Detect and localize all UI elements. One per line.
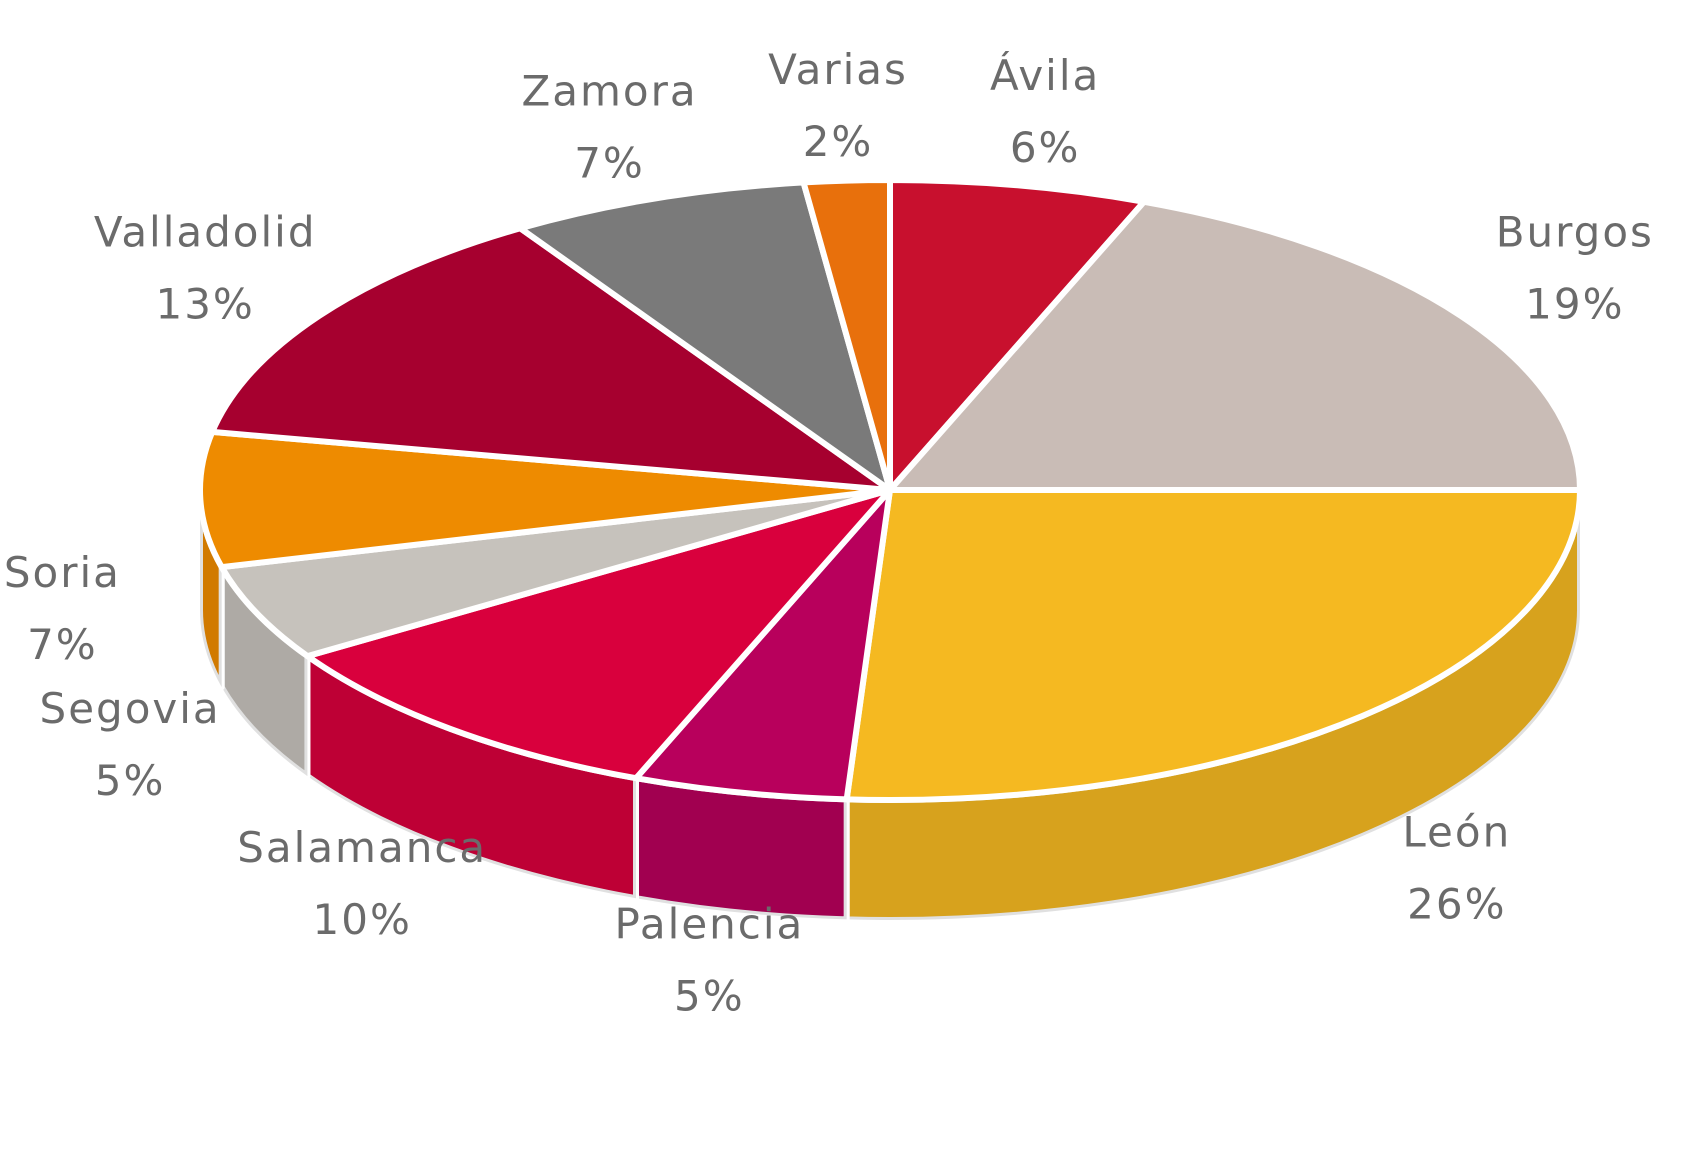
- slice: [800, 176, 893, 493]
- slice-value: 6%: [1010, 123, 1081, 172]
- slice-tops: [197, 176, 1583, 804]
- slice-value: 10%: [313, 895, 412, 944]
- slice-value: 7%: [574, 138, 645, 187]
- slice: [887, 198, 1583, 493]
- slice: [632, 487, 893, 803]
- slice-label: Valladolid: [94, 207, 317, 256]
- slice-value: 2%: [803, 117, 874, 166]
- slice-label: León: [1402, 808, 1511, 857]
- labels: Ávila 6% Burgos 19% León 26% Palencia 5% Salaman…: [4, 45, 1654, 1021]
- slice-label: Palencia: [614, 900, 804, 949]
- slice: [304, 487, 893, 782]
- slice-label: Varias: [768, 45, 908, 94]
- slice-value: 13%: [155, 279, 254, 328]
- slice-label: Burgos: [1496, 207, 1654, 256]
- slice-label: Segovia: [40, 684, 221, 733]
- slice: [887, 177, 1148, 493]
- slice-value: 5%: [95, 756, 166, 805]
- side-shade: [635, 778, 847, 920]
- slice: [843, 487, 1583, 804]
- side-shade: [846, 490, 1581, 921]
- side-shade: [221, 567, 308, 777]
- slice-value: 19%: [1525, 279, 1624, 328]
- side-shade: [307, 656, 636, 899]
- slice-label: Ávila: [990, 50, 1100, 100]
- slice: [209, 225, 893, 493]
- slice-value: 5%: [674, 972, 745, 1021]
- slice: [517, 179, 893, 493]
- slice-value: 7%: [27, 620, 98, 669]
- slice-label: Zamora: [521, 66, 697, 115]
- slice-label: Salamanca: [237, 823, 487, 872]
- side-walls: [197, 487, 1583, 924]
- side-shade: [200, 490, 222, 688]
- slice: [218, 487, 893, 660]
- slice: [197, 428, 893, 571]
- slice-label: Soria: [4, 548, 121, 597]
- slice-value: 26%: [1407, 880, 1506, 929]
